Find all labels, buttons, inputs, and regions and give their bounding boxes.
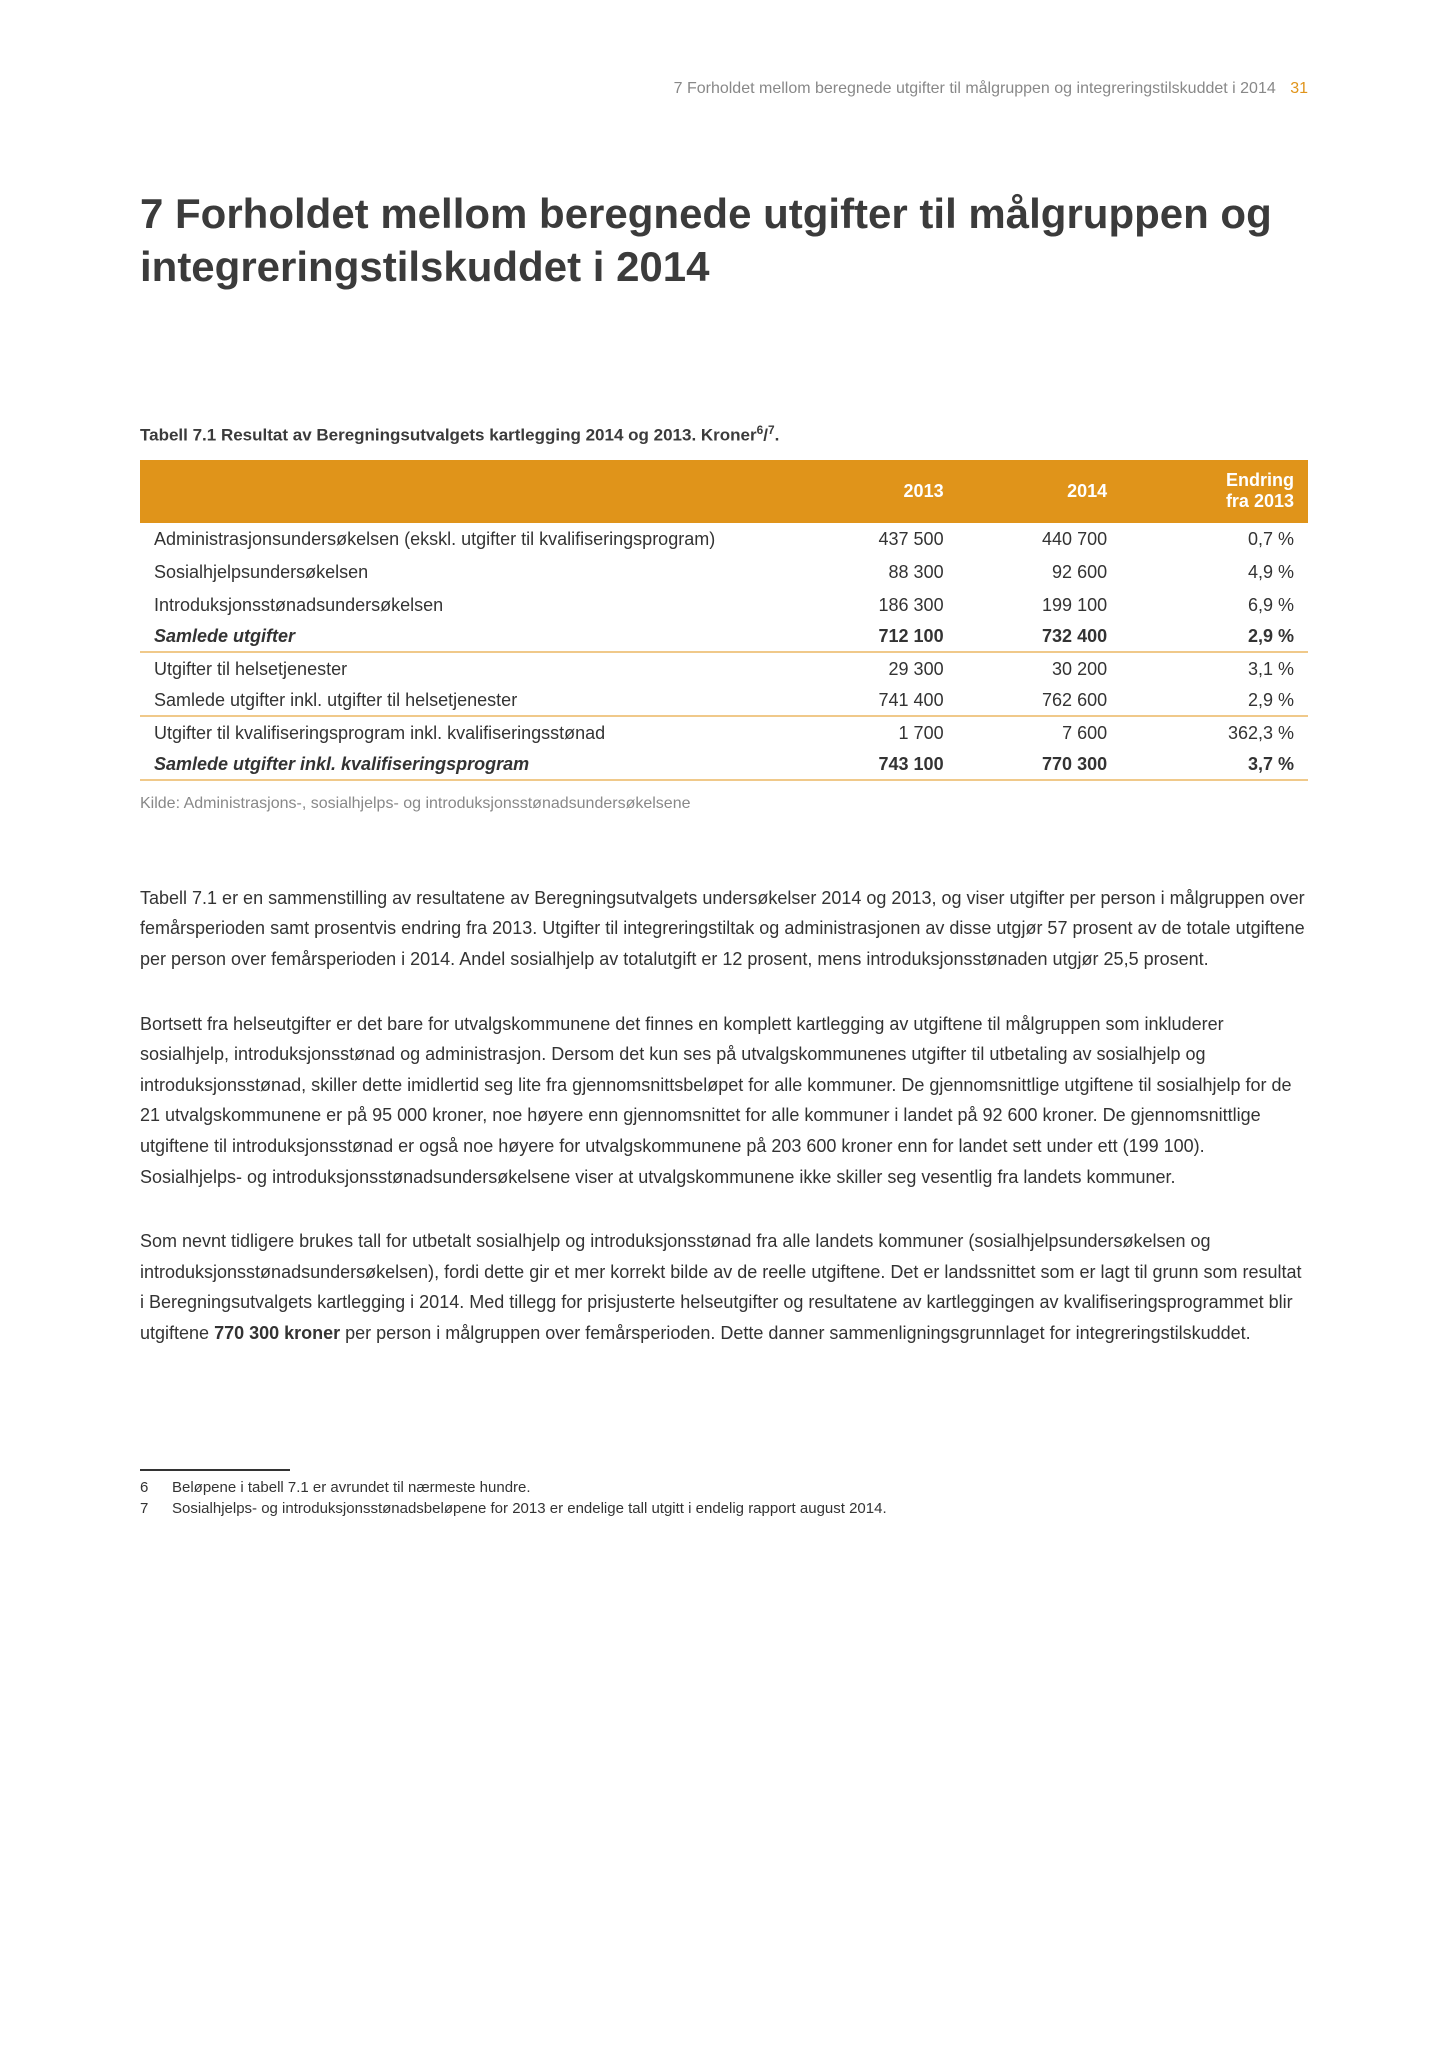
row-change: 4,9 % <box>1121 556 1308 589</box>
col-blank <box>140 460 794 523</box>
row-y2013: 712 100 <box>794 622 958 652</box>
row-y2014: 762 600 <box>958 686 1122 716</box>
footnotes: 6 Beløpene i tabell 7.1 er avrundet til … <box>140 1477 1308 1519</box>
row-label: Samlede utgifter inkl. utgifter til hels… <box>140 686 794 716</box>
table-row: Samlede utgifter inkl. kvalifiseringspro… <box>140 750 1308 780</box>
table-row: Utgifter til helsetjenester29 30030 2003… <box>140 652 1308 686</box>
row-y2013: 88 300 <box>794 556 958 589</box>
row-label: Samlede utgifter inkl. kvalifiseringspro… <box>140 750 794 780</box>
running-header: 7 Forholdet mellom beregnede utgifter ti… <box>140 80 1308 98</box>
row-y2014: 92 600 <box>958 556 1122 589</box>
row-y2013: 1 700 <box>794 716 958 750</box>
footnote-7-text: Sosialhjelps- og introduksjonsstønadsbel… <box>172 1498 887 1519</box>
row-y2014: 30 200 <box>958 652 1122 686</box>
table-row: Utgifter til kvalifiseringsprogram inkl.… <box>140 716 1308 750</box>
row-y2013: 186 300 <box>794 589 958 622</box>
table-row: Administrasjonsundersøkelsen (ekskl. utg… <box>140 523 1308 556</box>
table-row: Samlede utgifter inkl. utgifter til hels… <box>140 686 1308 716</box>
row-label: Samlede utgifter <box>140 622 794 652</box>
page-number: 31 <box>1290 80 1308 97</box>
row-change: 3,7 % <box>1121 750 1308 780</box>
table-source: Kilde: Administrasjons-, sosialhjelps- o… <box>140 795 1308 813</box>
row-change: 2,9 % <box>1121 686 1308 716</box>
caption-sup-2: 7 <box>768 423 775 437</box>
paragraph-3b: per person i målgruppen over femårsperio… <box>340 1323 1251 1343</box>
page-container: 7 Forholdet mellom beregnede utgifter ti… <box>0 0 1448 2048</box>
table-row: Samlede utgifter712 100732 4002,9 % <box>140 622 1308 652</box>
row-y2014: 732 400 <box>958 622 1122 652</box>
table-caption: Tabell 7.1 Resultat av Beregningsutvalge… <box>140 423 1308 446</box>
col-change-top: Endring <box>1226 470 1294 490</box>
caption-suffix: . <box>775 426 780 445</box>
col-change: Endring fra 2013 <box>1121 460 1308 523</box>
row-change: 6,9 % <box>1121 589 1308 622</box>
row-change: 0,7 % <box>1121 523 1308 556</box>
row-label: Utgifter til kvalifiseringsprogram inkl.… <box>140 716 794 750</box>
paragraph-1: Tabell 7.1 er en sammenstilling av resul… <box>140 883 1308 975</box>
col-change-bottom: fra 2013 <box>1226 491 1294 511</box>
row-change: 2,9 % <box>1121 622 1308 652</box>
footnote-7-num: 7 <box>140 1498 158 1519</box>
paragraph-2: Bortsett fra helseutgifter er det bare f… <box>140 1009 1308 1193</box>
row-label: Sosialhjelpsundersøkelsen <box>140 556 794 589</box>
caption-prefix: Tabell 7.1 Resultat av Beregningsutvalge… <box>140 426 757 445</box>
result-table: 2013 2014 Endring fra 2013 Administrasjo… <box>140 460 1308 781</box>
footnote-6-num: 6 <box>140 1477 158 1498</box>
row-change: 3,1 % <box>1121 652 1308 686</box>
row-label: Administrasjonsundersøkelsen (ekskl. utg… <box>140 523 794 556</box>
col-2014: 2014 <box>958 460 1122 523</box>
row-y2014: 440 700 <box>958 523 1122 556</box>
paragraph-3: Som nevnt tidligere brukes tall for utbe… <box>140 1226 1308 1348</box>
footnote-6-text: Beløpene i tabell 7.1 er avrundet til næ… <box>172 1477 531 1498</box>
row-change: 362,3 % <box>1121 716 1308 750</box>
row-y2014: 770 300 <box>958 750 1122 780</box>
row-y2013: 741 400 <box>794 686 958 716</box>
row-label: Introduksjonsstønadsundersøkelsen <box>140 589 794 622</box>
running-title: 7 Forholdet mellom beregnede utgifter ti… <box>674 80 1276 97</box>
footnote-6: 6 Beløpene i tabell 7.1 er avrundet til … <box>140 1477 1308 1498</box>
row-y2013: 743 100 <box>794 750 958 780</box>
chapter-title: 7 Forholdet mellom beregnede utgifter ti… <box>140 188 1308 293</box>
footnote-7: 7 Sosialhjelps- og introduksjonsstønadsb… <box>140 1498 1308 1519</box>
table-row: Introduksjonsstønadsundersøkelsen186 300… <box>140 589 1308 622</box>
table-header-row: 2013 2014 Endring fra 2013 <box>140 460 1308 523</box>
table-row: Sosialhjelpsundersøkelsen88 30092 6004,9… <box>140 556 1308 589</box>
footnote-rule <box>140 1469 290 1471</box>
col-2013: 2013 <box>794 460 958 523</box>
paragraph-3-strong: 770 300 kroner <box>214 1323 340 1343</box>
row-y2014: 7 600 <box>958 716 1122 750</box>
row-y2013: 437 500 <box>794 523 958 556</box>
row-y2014: 199 100 <box>958 589 1122 622</box>
row-y2013: 29 300 <box>794 652 958 686</box>
row-label: Utgifter til helsetjenester <box>140 652 794 686</box>
